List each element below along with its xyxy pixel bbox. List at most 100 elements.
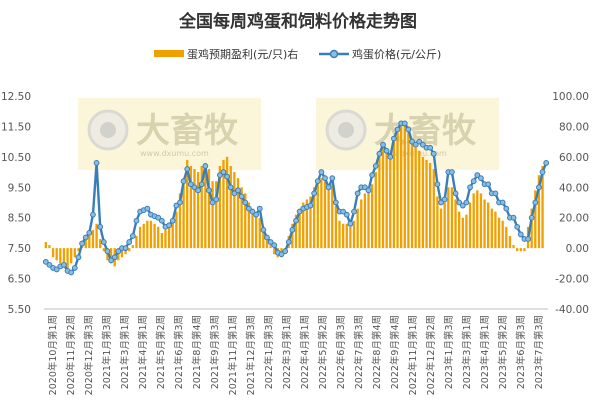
egg-price-point: [539, 169, 546, 175]
profit-bar: [454, 199, 457, 249]
profit-bar: [447, 187, 450, 249]
egg-price-point: [213, 196, 220, 203]
legend: 蛋鸡预期盈利(元/只)右 鸡蛋价格(元/公斤): [154, 47, 441, 61]
profit-bar: [487, 202, 490, 249]
egg-price-point: [256, 205, 263, 212]
egg-price-point: [318, 169, 325, 175]
egg-price-point: [372, 163, 379, 169]
profit-bar: [429, 162, 432, 249]
profit-bar: [200, 165, 203, 249]
egg-price-point: [376, 150, 383, 157]
egg-price-point: [242, 199, 249, 206]
egg-price-point: [82, 234, 89, 241]
profit-bar: [189, 165, 193, 249]
profit-bar: [403, 123, 406, 249]
egg-price-point: [235, 187, 241, 194]
egg-price-point: [401, 120, 408, 127]
right-axis-tick-label: 0.00: [566, 243, 589, 255]
profit-bar: [229, 165, 232, 249]
egg-price-point: [68, 269, 75, 276]
profit-bar: [468, 202, 472, 249]
chart-title: 全国每周鸡蛋和饲料价格走势图: [178, 11, 417, 32]
egg-price-point: [438, 199, 444, 206]
egg-price-point: [485, 181, 492, 188]
profit-bar: [541, 165, 544, 249]
egg-price-point: [456, 199, 463, 206]
egg-price-point: [409, 138, 415, 145]
profit-bar: [345, 223, 348, 249]
egg-price-point: [340, 208, 347, 215]
egg-price-point: [365, 187, 372, 194]
profit-bar: [378, 156, 381, 249]
egg-price-point: [238, 193, 245, 200]
left-axis-tick-label: 11.50: [1, 121, 31, 133]
profit-bar: [146, 220, 149, 249]
egg-price-point: [380, 141, 386, 148]
egg-price-point: [115, 248, 122, 255]
profit-bar: [153, 223, 156, 249]
right-axis-tick-label: -40.00: [555, 304, 589, 316]
left-axis-tick-label: 6.50: [8, 274, 31, 286]
profit-bar: [523, 248, 526, 252]
egg-price-point: [347, 220, 354, 227]
profit-bar: [160, 232, 163, 249]
profit-bar: [323, 181, 327, 249]
egg-price-point: [144, 205, 151, 212]
egg-price-point: [220, 169, 227, 175]
left-axis-tick-label: 12.50: [1, 91, 31, 103]
profit-bar: [178, 193, 182, 249]
egg-price-point: [216, 172, 223, 179]
egg-price-point: [209, 199, 216, 206]
profit-bar: [396, 132, 399, 249]
profit-bar: [374, 172, 377, 249]
profit-bars: [44, 123, 544, 270]
x-axis-tick-label: 2023年6月第3周: [515, 315, 527, 389]
egg-price-point: [536, 184, 542, 191]
egg-price-point: [405, 126, 412, 133]
profit-bar: [167, 226, 171, 249]
profit-bar: [534, 190, 537, 249]
egg-price-point: [478, 175, 484, 182]
egg-price-point: [528, 214, 535, 221]
egg-price-point: [351, 208, 357, 215]
profit-bar: [244, 193, 247, 249]
profit-bar: [128, 248, 131, 252]
egg-price-point: [111, 254, 118, 261]
egg-price-point: [296, 208, 303, 215]
profit-bar: [537, 175, 541, 249]
egg-price-point: [325, 184, 332, 191]
egg-price-point: [53, 266, 60, 273]
egg-price-point: [206, 187, 212, 194]
egg-price-point: [420, 141, 426, 148]
egg-price-point: [467, 184, 473, 191]
profit-bar: [410, 138, 414, 249]
left-axis-tick-label: 9.50: [8, 182, 31, 194]
x-axis-tick-label: 2022年11月第1周: [407, 315, 419, 395]
profit-bar: [294, 214, 298, 249]
profit-bar: [138, 226, 142, 249]
profit-bar: [472, 193, 475, 249]
egg-price-point: [510, 214, 517, 221]
x-axis-tick-label: 2022年7月第3周: [353, 315, 365, 389]
profit-bar: [222, 159, 225, 249]
profit-bar: [149, 220, 153, 249]
egg-price-point: [249, 208, 256, 215]
egg-price-point: [293, 217, 299, 224]
profit-bar: [204, 162, 207, 249]
x-axis-tick-label: 2021年1月第3周: [101, 315, 113, 389]
x-axis-tick-label: 2022年5月第2周: [317, 315, 329, 389]
profit-bar: [265, 235, 269, 249]
egg-price-point: [224, 173, 231, 180]
egg-price-point: [499, 199, 506, 206]
right-axis-tick-label: 40.00: [559, 182, 589, 194]
profit-bar: [247, 202, 251, 249]
egg-price-point: [46, 261, 53, 268]
egg-price-point: [202, 163, 209, 169]
x-axis-tick-label: 2021年8月第4周: [191, 315, 203, 389]
left-axis-tick-label: 7.50: [8, 243, 31, 255]
egg-price-point: [332, 199, 339, 206]
profit-bar: [44, 242, 47, 249]
egg-price-point: [86, 230, 93, 236]
egg-price-point: [108, 257, 114, 264]
